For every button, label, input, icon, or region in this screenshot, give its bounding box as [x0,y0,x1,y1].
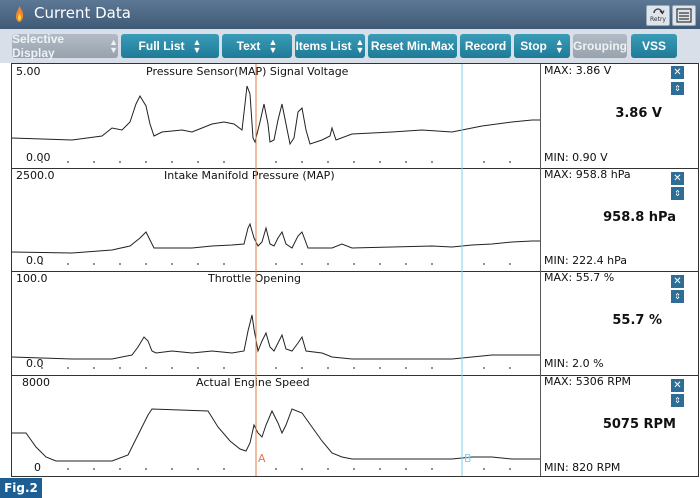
updown-icon: ▲ ▼ [192,37,202,55]
graph-frame: 5.00 0.00 Pressure Sensor(MAP) Signal Vo… [11,63,699,477]
close-icon[interactable]: ✕ [671,172,684,185]
reset-minmax-label: Reset Min.Max [370,39,455,53]
signal-trace [11,64,540,168]
selective-display-dropdown[interactable]: Selective Display ▲ ▼ [12,32,118,60]
signal-trace [11,168,540,271]
expand-icon[interactable]: ⇕ [671,394,684,407]
y-max-label: 5.00 [16,65,41,78]
current-value: 958.8 hPa [603,210,676,225]
y-max-label: 8000 [22,376,50,389]
selective-display-label: Selective Display [12,32,65,60]
y-min-label: 0.00 [26,151,51,164]
min-value: MIN: 820 RPM [544,461,621,474]
items-list-label: Items List [295,39,352,53]
cursor-b-label: B [464,452,472,465]
flame-icon [15,6,24,22]
full-list-dropdown[interactable]: Full List ▲ ▼ [121,34,219,58]
value-panel: MAX: 5306 RPM 5075 RPM MIN: 820 RPM ✕ ⇕ [541,375,698,476]
figure-label: Fig.2 [0,478,42,498]
current-value: 3.86 V [615,106,662,121]
panel-title: Throttle Opening [208,272,302,285]
current-value: 5075 RPM [602,417,676,432]
value-panel: MAX: 55.7 % 55.7 % MIN: 2.0 % ✕ ⇕ [541,271,698,375]
text-dropdown[interactable]: Text ▲ ▼ [222,34,292,58]
expand-icon[interactable]: ⇕ [671,187,684,200]
graph-panel-map-pressure: 2500.0 0.0 Intake Manifold Pressure (MAP… [11,168,698,272]
text-label: Text [236,39,261,53]
graph-panel-throttle: 100.0 0.0 Throttle Opening MAX: 55.7 % 5… [11,271,698,376]
record-button[interactable]: Record [460,34,511,58]
graph-area[interactable]: 5.00 0.00 Pressure Sensor(MAP) Signal Vo… [11,64,541,168]
updown-icon: ▲ ▼ [268,37,278,55]
grouping-label: Grouping [573,39,627,53]
y-max-label: 2500.0 [16,169,55,182]
stop-dropdown[interactable]: Stop ▲ ▼ [514,34,570,58]
updown-icon: ▲ ▼ [355,37,365,55]
signal-trace: A B [12,375,540,476]
expand-icon[interactable]: ⇕ [671,290,684,303]
min-value: MIN: 0.90 V [544,151,608,164]
retry-button[interactable]: Retry [646,5,670,26]
title-bar: Current Data Retry [0,0,700,29]
value-panel: MAX: 3.86 V 3.86 V MIN: 0.90 V ✕ ⇕ [541,64,698,168]
signal-trace [11,271,540,375]
record-label: Record [464,39,507,53]
close-icon[interactable]: ✕ [671,379,684,392]
window-title: Current Data [34,4,131,22]
value-panel: MAX: 958.8 hPa 958.8 hPa MIN: 222.4 hPa … [541,168,698,271]
menu-button[interactable] [672,5,696,26]
retry-icon [653,8,665,15]
reset-minmax-button[interactable]: Reset Min.Max [368,34,457,58]
graph-panel-map-voltage: 5.00 0.00 Pressure Sensor(MAP) Signal Vo… [11,64,698,169]
y-min-label: 0 [34,461,41,474]
grouping-button[interactable]: Grouping [573,34,627,58]
max-value: MAX: 3.86 V [544,64,612,77]
updown-icon: ▲ ▼ [554,37,564,55]
graph-area[interactable]: 100.0 0.0 Throttle Opening [11,271,541,375]
max-value: MAX: 5306 RPM [544,375,632,388]
max-value: MAX: 958.8 hPa [544,168,631,181]
max-value: MAX: 55.7 % [544,271,615,284]
vss-button[interactable]: VSS [631,34,677,58]
cursor-a-label: A [258,452,266,465]
updown-icon: ▲ ▼ [109,37,118,55]
panel-title: Pressure Sensor(MAP) Signal Voltage [146,65,349,78]
close-icon[interactable]: ✕ [671,275,684,288]
panel-title: Actual Engine Speed [196,376,310,389]
menu-icon [676,8,692,23]
toolbar: Selective Display ▲ ▼ Full List ▲ ▼ Text ▲… [0,29,700,63]
retry-label: Retry [650,16,666,23]
close-icon[interactable]: ✕ [671,66,684,79]
expand-icon[interactable]: ⇕ [671,82,684,95]
graph-area[interactable]: 8000 0 Actual Engine Speed A B [12,375,541,476]
items-list-dropdown[interactable]: Items List ▲ ▼ [295,34,365,58]
panel-title: Intake Manifold Pressure (MAP) [164,169,335,182]
full-list-label: Full List [138,39,185,53]
min-value: MIN: 2.0 % [544,357,604,370]
y-min-label: 0.0 [26,254,44,267]
stop-label: Stop [520,39,547,53]
graph-panel-engine-speed: 8000 0 Actual Engine Speed A B MAX: 5306… [12,375,698,476]
vss-label: VSS [641,39,666,53]
current-value: 55.7 % [612,313,662,328]
y-min-label: 0.0 [26,357,44,370]
min-value: MIN: 222.4 hPa [544,254,628,267]
graph-area[interactable]: 2500.0 0.0 Intake Manifold Pressure (MAP… [11,168,541,271]
y-max-label: 100.0 [16,272,48,285]
